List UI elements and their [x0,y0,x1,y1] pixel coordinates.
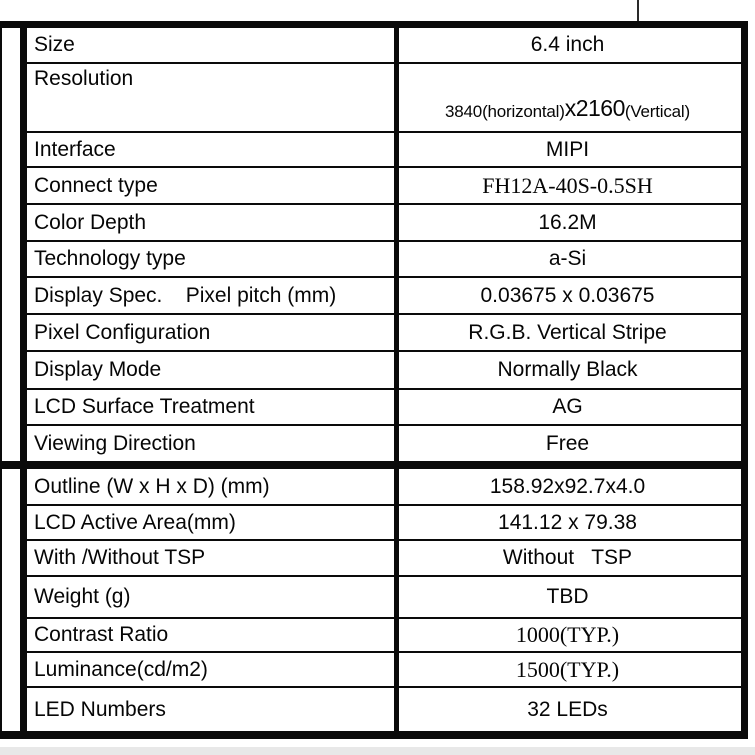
spec-value-tsp: Without TSP [502,546,633,569]
spec-label-pixel-configuration: Pixel Configuration [34,320,211,344]
spec-value-size: 6.4 inch [530,33,605,56]
spec-label-connect-type: Connect type [34,173,158,197]
spec-label-tsp: With /Without TSP [34,546,206,569]
spec-value-connect-type: FH12A-40S-0.5SH [482,172,653,198]
spec-label-interface: Interface [34,137,116,161]
spec-label-technology-type: Technology type [34,247,186,270]
spec-value-display-mode: Normally Black [497,358,638,381]
spec-row-lcd-active-area: LCD Active Area(mm) 141.12 x 79.38 [27,506,741,541]
table-right-border [741,21,748,739]
spec-row-interface: Interface MIPI [27,133,741,168]
spec-label-size: Size [34,33,75,56]
spec-value-outline: 158.92x92.7x4.0 [489,474,646,498]
mechanical-spec-section: Outline (W x H x D) (mm) 158.92x92.7x4.0 L… [27,469,741,731]
spec-value-contrast-ratio: 1000(TYP.) [515,622,620,647]
spec-label-led-numbers: LED Numbers [34,697,166,721]
spec-row-resolution: Resolution 3840(horizontal) x2160 (Vertical… [27,64,741,133]
spec-label-color-depth: Color Depth [34,210,147,234]
spec-label-resolution: Resolution [34,67,134,90]
spec-value-resolution: 3840(horizontal) x2160 (Vertical) [394,64,741,131]
spec-label-contrast-ratio: Contrast Ratio [34,623,169,646]
spec-row-technology-type: Technology type a-Si [27,242,741,278]
page-left-border-line [0,21,2,739]
column-divider [394,28,399,731]
spec-row-display-mode: Display Mode Normally Black [27,352,741,390]
spec-label-display-mode: Display Mode [34,358,162,381]
spec-row-viewing-direction: Viewing Direction Free [27,426,741,461]
spec-value-interface: MIPI [545,137,590,161]
spec-row-led-numbers: LED Numbers 32 LEDs [27,688,741,731]
spec-value-part-resolution-1: x2160 [564,95,626,121]
spec-row-luminance: Luminance(cd/m2) 1500(TYP.) [27,653,741,688]
table-bottom-border [0,731,748,739]
spec-label-lcd-surface-treatment: LCD Surface Treatment [34,395,255,418]
spec-row-lcd-surface-treatment: LCD Surface Treatment AG [27,390,741,426]
spec-label-weight: Weight (g) [34,585,131,608]
spec-value-color-depth: 16.2M [538,210,597,234]
spec-value-viewing-direction: Free [545,431,590,455]
spec-value-pixel-pitch: 0.03675 x 0.03675 [480,283,655,307]
spec-value-weight: TBD [546,585,589,608]
spec-value-luminance: 1500(TYP.) [515,656,620,682]
page-bottom-gray-bar [0,747,755,755]
spec-row-connect-type: Connect type FH12A-40S-0.5SH [27,168,741,205]
spec-row-outline: Outline (W x H x D) (mm) 158.92x92.7x4.0 [27,469,741,506]
spec-value-lcd-surface-treatment: AG [552,395,583,418]
spec-value-technology-type: a-Si [548,247,587,270]
spec-row-weight: Weight (g) TBD [27,577,741,619]
spec-value-pixel-configuration: R.G.B. Vertical Stripe [468,320,667,344]
spec-label-luminance: Luminance(cd/m2) [34,657,208,681]
display-spec-section: Size 6.4 inch Resolution 3840(horizontal) x2… [27,28,741,461]
top-edge-stub-line [637,0,639,21]
section-divider-border [0,461,748,469]
spec-value-part-resolution-0: 3840(horizontal) [445,102,565,121]
table-left-border [20,21,27,739]
spec-value-led-numbers: 32 LEDs [527,697,608,721]
spec-value-part-resolution-2: (Vertical) [624,102,690,121]
spec-row-size: Size 6.4 inch [27,28,741,64]
spec-row-tsp: With /Without TSP Without TSP [27,541,741,577]
spec-row-pixel-pitch: Display Spec. Pixel pitch (mm) 0.03675 x … [27,278,741,315]
table-top-border [0,21,748,28]
spec-label-pixel-pitch: Display Spec. Pixel pitch (mm) [34,283,337,307]
spec-label-viewing-direction: Viewing Direction [34,431,196,455]
spec-row-pixel-configuration: Pixel Configuration R.G.B. Vertical Strip… [27,315,741,352]
spec-label-outline: Outline (W x H x D) (mm) [34,474,270,498]
spec-label-lcd-active-area: LCD Active Area(mm) [34,510,236,534]
spec-value-lcd-active-area: 141.12 x 79.38 [498,510,637,534]
spec-row-contrast-ratio: Contrast Ratio 1000(TYP.) [27,619,741,653]
spec-row-color-depth: Color Depth 16.2M [27,205,741,242]
